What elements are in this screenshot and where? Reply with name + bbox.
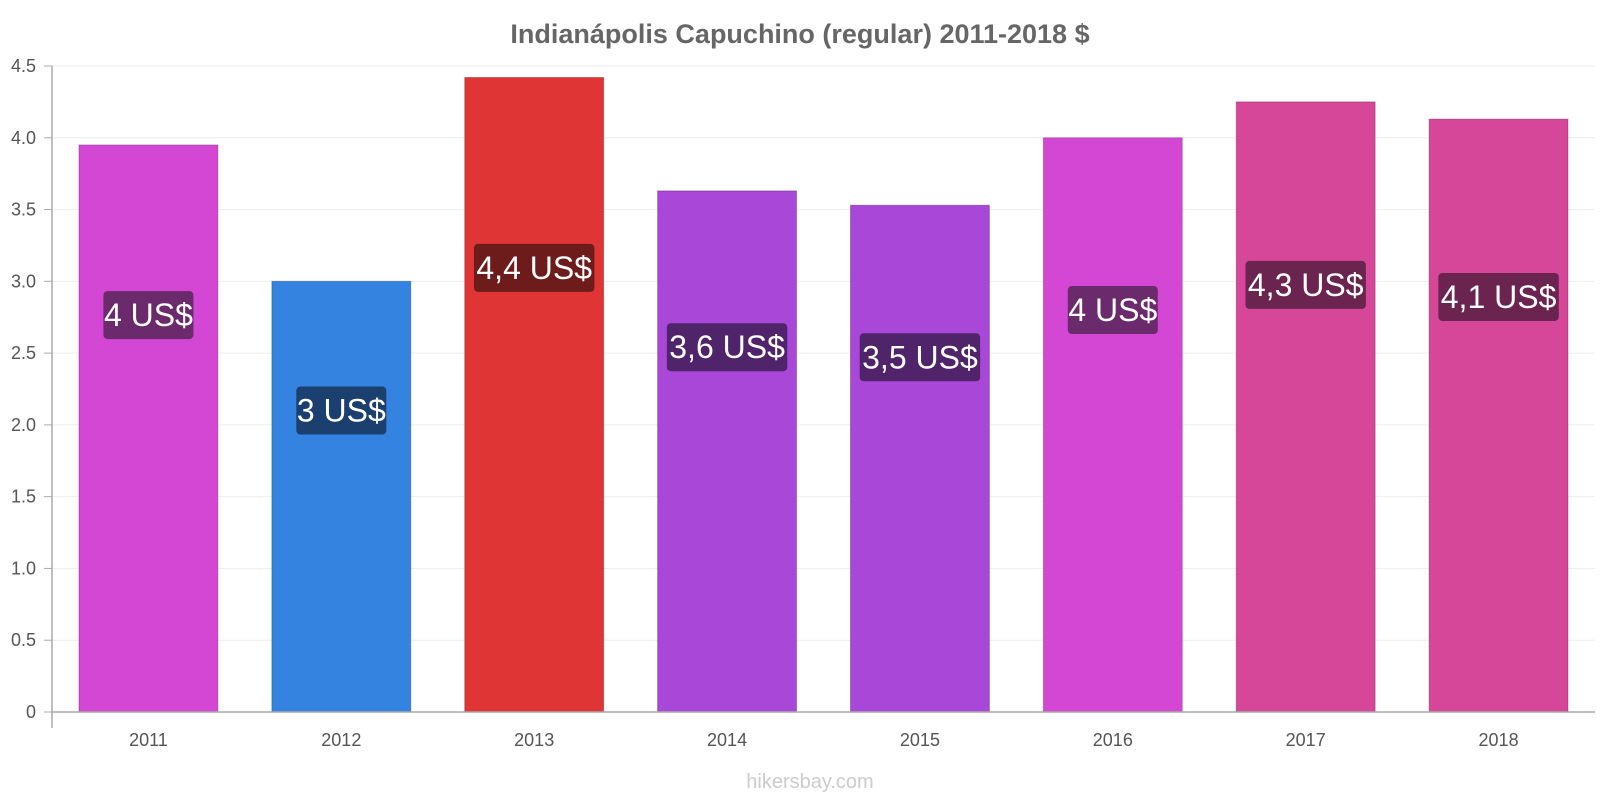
y-tick-label: 1.5: [11, 487, 36, 507]
data-label-box: [473, 243, 595, 292]
x-tick-label: 2013: [514, 730, 554, 750]
y-tick-label: 4.5: [11, 56, 36, 76]
x-tick-label: 2012: [321, 730, 361, 750]
y-tick-label: 2.5: [11, 343, 36, 363]
data-label-box: [103, 291, 194, 340]
data-label-box: [666, 323, 788, 372]
bar-2016: [1042, 137, 1183, 713]
bar-2013: [464, 76, 605, 713]
bar-2014: [657, 190, 797, 713]
y-tick-label: 2.0: [11, 415, 36, 435]
data-label: 4,3 US$: [1248, 267, 1364, 303]
y-tick-label: 0: [26, 702, 36, 722]
y-tick-label: 1.0: [11, 558, 36, 578]
data-label: 4 US$: [104, 297, 193, 333]
chart-title: Indianápolis Capuchino (regular) 2011-20…: [510, 19, 1089, 49]
y-tick-label: 3.5: [11, 200, 36, 220]
x-axis-ticks: 2011 2012 2013 2014 2015 2016 2017 2018: [129, 730, 1519, 750]
data-label-box: [1067, 286, 1158, 335]
data-label: 4,4 US$: [476, 250, 592, 286]
bar-2017: [1235, 101, 1376, 713]
data-label-box: [296, 386, 387, 435]
x-tick-label: 2014: [707, 730, 747, 750]
data-labels: 4 US$ 3 US$ 4,4 US$ 3,6 US$ 3,5 US$ 4 US$ 4,3 …: [103, 243, 1559, 435]
y-tick-label: 0.5: [11, 630, 36, 650]
x-tick-label: 2017: [1286, 730, 1326, 750]
data-label: 3,6 US$: [669, 329, 785, 365]
watermark: hikersbay.com: [746, 771, 873, 793]
x-tick-label: 2018: [1479, 730, 1519, 750]
bar-2011: [78, 144, 219, 713]
data-label-box: [1245, 260, 1366, 309]
y-tick-label: 3.0: [11, 271, 36, 291]
data-label-box: [859, 333, 981, 382]
bar-2018: [1428, 118, 1569, 713]
y-tick-label: 4.0: [11, 128, 36, 148]
x-tick-label: 2016: [1093, 730, 1133, 750]
data-label: 4 US$: [1068, 292, 1157, 328]
data-label-box: [1438, 272, 1559, 321]
y-axis-ticks: 0 0.5 1.0 1.5 2.0 2.5 3.0 3.5 4.0 4.5: [11, 56, 52, 722]
bar-2015: [850, 204, 990, 713]
x-tick-label: 2015: [900, 730, 940, 750]
data-label: 3 US$: [297, 393, 386, 429]
data-label: 3,5 US$: [862, 339, 978, 375]
x-tick-label: 2011: [129, 730, 168, 750]
data-label: 4,1 US$: [1441, 279, 1557, 315]
bars: [78, 76, 1569, 713]
bar-2012: [271, 280, 412, 713]
